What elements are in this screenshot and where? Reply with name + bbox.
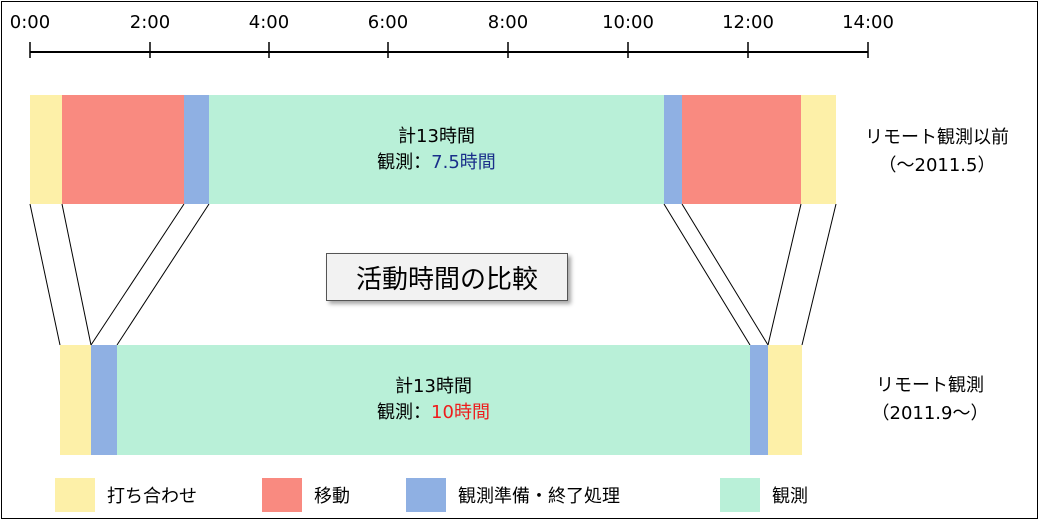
legend-label-observation: 観測 (772, 486, 808, 507)
bottom-observation-line: 観測：10時間 (117, 400, 750, 426)
bottom-meeting-segment (60, 345, 91, 455)
top-label-line1: リモート観測以前 (865, 127, 1009, 148)
axis-label-10: 10:00 (602, 12, 654, 33)
bottom-prep-segment (91, 345, 117, 455)
diagram-title: 活動時間の比較 (326, 253, 568, 301)
top-bar-text: 計13時間 観測：7.5時間 (209, 124, 664, 176)
top-label-line2: （～2011.5） (878, 155, 996, 176)
top-observation-segment (209, 95, 664, 204)
bottom-bar-side-label: リモート観測 （2011.9～） (835, 372, 1025, 428)
legend-swatch-meeting (55, 478, 95, 512)
connector-line (767, 203, 802, 346)
top-observation-line: 観測：7.5時間 (209, 150, 664, 176)
bottom-label-line2: （2011.9～） (871, 403, 989, 424)
bottom-observation-segment (117, 345, 750, 455)
axis-label-0: 0:00 (9, 12, 51, 33)
top-meeting-segment (30, 95, 62, 204)
axis-label-2: 2:00 (129, 12, 171, 33)
legend-item-observation: 観測 (720, 478, 808, 512)
top-return-travel-segment (682, 95, 801, 204)
top-end-prep-segment (664, 95, 682, 204)
connector-line (801, 203, 837, 346)
legend-swatch-prep (406, 478, 446, 512)
top-prep-segment (184, 95, 209, 204)
top-total-label: 計13時間 (398, 126, 475, 147)
legend-item-travel: 移動 (262, 478, 350, 512)
top-obs-value: 7.5時間 (431, 152, 496, 173)
legend-label-prep: 観測準備・終了処理 (458, 486, 620, 507)
connector-line (116, 203, 210, 346)
legend-swatch-travel (262, 478, 302, 512)
legend-item-prep: 観測準備・終了処理 (406, 478, 620, 512)
legend-label-meeting: 打ち合わせ (107, 486, 197, 507)
legend-item-meeting: 打ち合わせ (55, 478, 197, 512)
connector-line (29, 203, 61, 346)
connector-line (663, 203, 751, 346)
axis-label-8: 8:00 (487, 12, 529, 33)
top-end-meeting-segment (801, 95, 836, 204)
connector-line (681, 203, 769, 346)
legend-swatch-observation (720, 478, 760, 512)
top-bar-side-label: リモート観測以前 （～2011.5） (842, 124, 1032, 180)
connector-line (90, 203, 185, 346)
axis-label-14: 14:00 (842, 12, 894, 33)
axis-label-6: 6:00 (367, 12, 409, 33)
top-obs-prefix: 観測： (377, 152, 432, 173)
connector-line (61, 203, 92, 346)
bottom-obs-prefix: 観測： (377, 402, 432, 423)
bottom-end-meeting-segment (768, 345, 802, 455)
axis-label-4: 4:00 (248, 12, 290, 33)
bottom-obs-value: 10時間 (431, 402, 490, 423)
axis-label-12: 12:00 (722, 12, 774, 33)
top-travel-segment (62, 95, 184, 204)
legend-label-travel: 移動 (314, 486, 350, 507)
bottom-label-line1: リモート観測 (876, 375, 984, 396)
bottom-bar-text: 計13時間 観測：10時間 (117, 374, 750, 426)
bottom-total-label: 計13時間 (395, 376, 472, 397)
bottom-end-prep-segment (750, 345, 768, 455)
